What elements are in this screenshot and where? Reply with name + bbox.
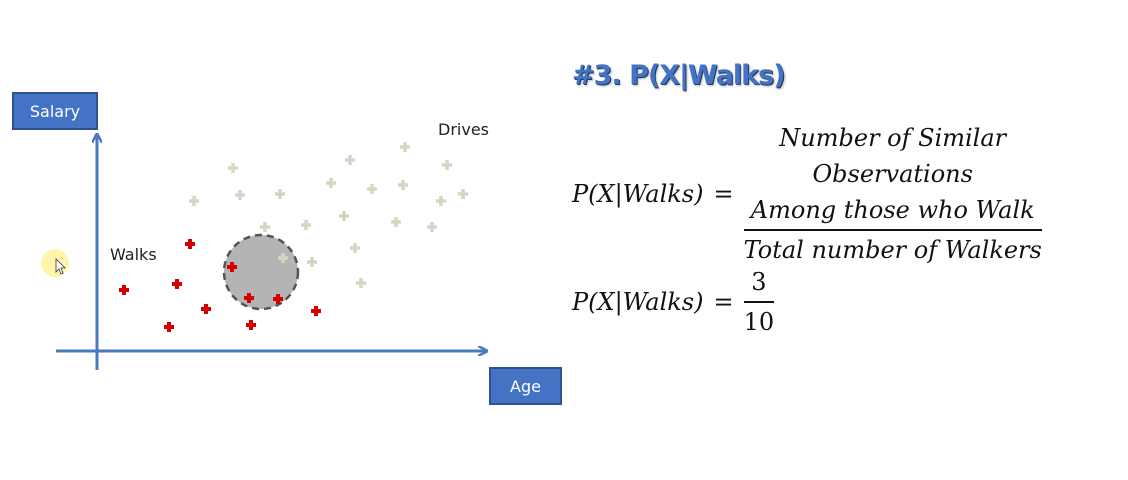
walks-point (246, 320, 256, 330)
salary-axis-label: Salary (12, 92, 98, 130)
cursor-icon (55, 258, 66, 275)
equals-sign: = (713, 180, 734, 208)
drives-point (301, 220, 311, 230)
drives-point (235, 190, 245, 200)
drives-point (307, 257, 317, 267)
drives-point (345, 155, 355, 165)
fraction: 3 10 (743, 264, 775, 340)
numerator-line: Observations (812, 160, 973, 188)
walks-point (185, 239, 195, 249)
equation-likelihood: P(X|Walks) = Number of Similar Observati… (572, 120, 1042, 268)
walks-point (244, 293, 254, 303)
drives-point (427, 222, 437, 232)
equation-lhs: P(X|Walks) (572, 288, 704, 316)
drives-point (260, 222, 270, 232)
walks-point (227, 262, 237, 272)
drives-point (275, 189, 285, 199)
age-axis-label: Age (489, 367, 562, 405)
neighborhood-circle (222, 233, 300, 311)
numerator-line: Number of Similar (779, 124, 1007, 152)
drives-point (398, 180, 408, 190)
drives-point (326, 178, 336, 188)
slide-title: #3. P(X|Walks) (572, 60, 786, 91)
walks-point (273, 294, 283, 304)
drives-point (391, 217, 401, 227)
drives-point (356, 278, 366, 288)
drives-point (189, 196, 199, 206)
walks-point (172, 279, 182, 289)
walks-group-label: Walks (110, 245, 157, 264)
drives-point (442, 160, 452, 170)
walks-points (119, 239, 321, 332)
numerator-line: Among those who Walk (750, 196, 1035, 224)
drives-group-label: Drives (438, 120, 489, 139)
fraction-numerator: Number of Similar Observations Among tho… (751, 120, 1035, 228)
drives-point (367, 184, 377, 194)
cursor-highlight (41, 249, 69, 277)
drives-point (278, 253, 288, 263)
equals-sign: = (713, 288, 734, 316)
walks-point (164, 322, 174, 332)
fraction-bar (743, 229, 1042, 231)
scatter-diagram (41, 0, 570, 370)
equation-result: P(X|Walks) = 3 10 (572, 264, 775, 340)
equation-lhs: P(X|Walks) (572, 180, 704, 208)
drives-point (339, 211, 349, 221)
drives-point (458, 189, 468, 199)
fraction-numerator: 3 (751, 268, 767, 296)
fraction-bar (743, 301, 775, 303)
drives-point (436, 196, 446, 206)
drives-point (350, 243, 360, 253)
fraction-denominator: Total number of Walkers (743, 236, 1042, 264)
walks-point (201, 304, 211, 314)
walks-point (311, 306, 321, 316)
drives-point (400, 142, 410, 152)
drives-point (228, 163, 238, 173)
fraction: Number of Similar Observations Among tho… (743, 120, 1042, 268)
fraction-denominator: 10 (743, 308, 775, 336)
drives-points (189, 142, 468, 288)
walks-point (119, 285, 129, 295)
